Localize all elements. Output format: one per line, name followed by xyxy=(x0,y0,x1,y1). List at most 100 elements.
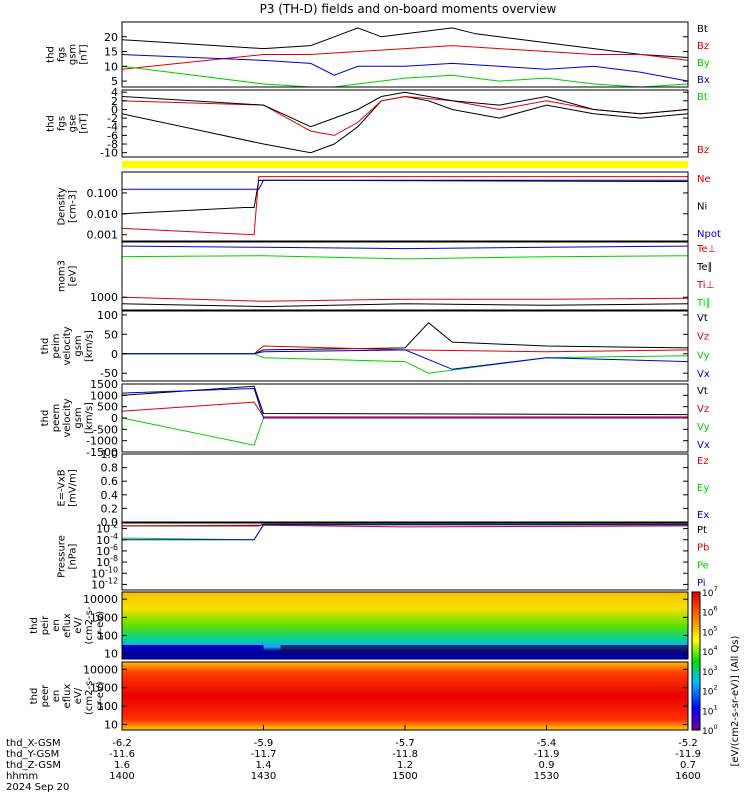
ephemeris-value: -11.6 xyxy=(109,749,135,760)
ylabel-line: [nT] xyxy=(79,113,90,133)
legend-Vt: Vt xyxy=(697,313,708,324)
panel-ion_spectrogram: 10 100 1000 10000 thd peir en eflux eV/(cm2-s-sr… xyxy=(29,591,689,661)
ylabel-line: [eV] xyxy=(68,266,79,287)
ephemeris-value: 1.2 xyxy=(397,760,413,771)
series-Vx xyxy=(122,349,689,370)
panel-frame xyxy=(121,171,689,242)
ytick-label: -1500 xyxy=(86,446,118,459)
ylabel-line: thd xyxy=(40,410,51,427)
ytick-label: 0 xyxy=(111,103,118,116)
ytick-label: 0.4 xyxy=(101,489,119,502)
ephemeris-value: -5.9 xyxy=(254,738,274,749)
series-Vx xyxy=(121,387,688,419)
panel-fgs_gse: -10-8-6-4-2024 thd fgs gse [nT] Bt Bz xyxy=(46,86,710,160)
ytick-label: 0.001 xyxy=(87,229,119,242)
series-Bx xyxy=(121,54,689,82)
series-Bz xyxy=(121,45,689,70)
ylabel-line: velocity xyxy=(62,326,73,365)
panel-frame xyxy=(121,21,689,88)
ylabel-line: [km/s] xyxy=(84,402,95,434)
series-Npot xyxy=(122,179,688,190)
ephemeris-value: 0.7 xyxy=(680,760,696,771)
ytick-label: 100 xyxy=(97,700,118,713)
series-Vt xyxy=(122,322,689,355)
legend-Ne: Ne xyxy=(697,174,711,185)
panel-electron_spectrogram: 10 100 1000 10000 thd peer en eflux eV/(cm2-s-sr… xyxy=(29,661,689,731)
ytick-label: 0.010 xyxy=(87,208,119,221)
ytick-label: 20 xyxy=(104,31,118,44)
ytick-label: 50 xyxy=(104,328,118,341)
ytick-label: -2 xyxy=(107,112,118,125)
series-Bt xyxy=(121,27,689,58)
panel-frame xyxy=(121,453,689,523)
ephemeris-value: 1500 xyxy=(392,771,417,782)
ylabel-line: fgs xyxy=(57,47,68,62)
panel-ion_velocity: -50 0 50 100 thd peim velocity gsm [km/s] Vt Vz Vy V… xyxy=(40,309,710,382)
ylabel-line: thd xyxy=(46,115,57,132)
ytick-label: 1000 xyxy=(90,611,118,624)
ylabel-line: [km/s] xyxy=(84,330,95,362)
ylabel-line: [nT] xyxy=(79,44,90,64)
ytick-label: 1000 xyxy=(90,389,118,402)
ephemeris-label: hhmm xyxy=(6,771,38,782)
ylabel-line: [nPa] xyxy=(68,543,79,569)
ephemeris-value: -11.9 xyxy=(534,749,560,760)
ephemeris-value: -11.9 xyxy=(675,749,701,760)
panel-temperature: 1000 mom3 [eV] Te⊥ Te∥ Ti⊥ Ti∥ xyxy=(57,241,716,311)
ylabel-line: peem xyxy=(51,404,62,432)
series-Ti∥ xyxy=(121,255,689,260)
ylabel-line: [mV/m] xyxy=(68,469,79,507)
ephemeris-value: -5.2 xyxy=(678,738,698,749)
ytick-label: 10 xyxy=(104,648,118,661)
colorbar-label: [eV/(cm2-s-sr-eV)] (All Qs) xyxy=(730,635,741,766)
legend-Vy: Vy xyxy=(697,422,710,433)
ephemeris-label: thd_Y-GSM xyxy=(6,749,59,760)
series-Ni xyxy=(121,179,689,215)
legend-Bz: Bz xyxy=(697,145,709,156)
colorbar-tick-label: 103 xyxy=(702,664,718,678)
ephemeris-value: -5.4 xyxy=(537,738,557,749)
series-Vy xyxy=(122,353,689,374)
panel-density: 0.001 0.010 0.100 Density [cm-3] Ne Ni Npot xyxy=(57,171,721,242)
series-Vy xyxy=(121,417,688,446)
ephemeris-value: 1.6 xyxy=(114,760,130,771)
ytick-label: -10 xyxy=(100,147,118,160)
ytick-label: 0.6 xyxy=(101,475,119,488)
panel-frame xyxy=(121,241,689,311)
ephemeris-value: 1430 xyxy=(251,771,276,782)
ylabel-line: mom3 xyxy=(57,260,68,292)
legend-Bz: Bz xyxy=(697,41,709,52)
ytick-label: 10-6 xyxy=(96,543,118,558)
ytick-label: 100 xyxy=(97,629,118,642)
legend-Ti⊥: Ti⊥ xyxy=(696,280,714,291)
ytick-label: -50 xyxy=(100,367,118,380)
ytick-label: 10-12 xyxy=(91,576,118,591)
ylabel-line: Density xyxy=(57,187,68,225)
series-Vz xyxy=(121,401,688,418)
legend-Vz: Vz xyxy=(697,404,709,415)
series-Bz xyxy=(121,95,689,136)
series-Ti⊥ xyxy=(121,245,689,250)
ylabel-line: gse xyxy=(68,115,79,133)
ytick-label: -4 xyxy=(107,121,118,134)
ytick-label: 15 xyxy=(104,46,118,59)
legend-Vx: Vx xyxy=(697,440,710,451)
panel-frame xyxy=(121,310,689,382)
ephemeris-label: thd_Z-GSM xyxy=(6,760,61,771)
ephemeris-label: 2024 Sep 20 xyxy=(6,782,69,793)
ylabel-line: thd xyxy=(46,46,57,63)
ephemeris-label: thd_X-GSM xyxy=(6,738,61,749)
legend-Te∥: Te∥ xyxy=(696,262,713,273)
colorbar-tick-label: 101 xyxy=(702,703,718,717)
colorbar xyxy=(691,591,701,731)
ytick-label: 0.0 xyxy=(101,516,119,529)
legend-Pe: Pe xyxy=(697,560,709,571)
ytick-label: 4 xyxy=(111,86,118,99)
legend-Ti∥: Ti∥ xyxy=(696,298,711,309)
ytick-label: 5 xyxy=(111,75,118,88)
ytick-label: 0 xyxy=(111,348,118,361)
